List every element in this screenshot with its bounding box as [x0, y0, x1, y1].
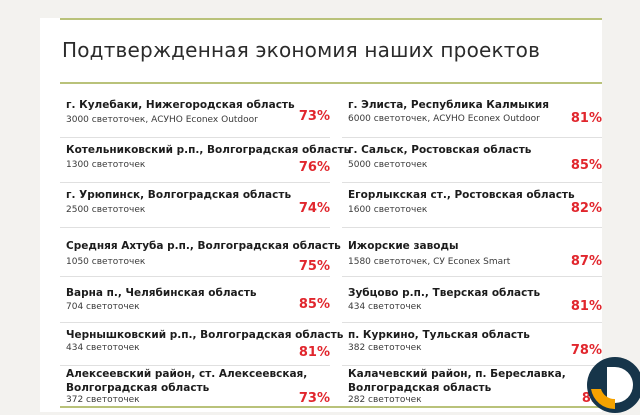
project-details: 382 светоточек [348, 343, 422, 353]
project-location-line-2: Волгоградская область [348, 382, 492, 394]
project-location: г. Кулебаки, Нижегородская область [66, 99, 295, 111]
project-row: Калачевский район, п. Береславка, Волгог… [342, 366, 602, 406]
project-row: Варна п., Челябинская область 704 светот… [60, 277, 330, 323]
project-row: г. Элиста, Республика Калмыкия 6000 свет… [342, 93, 602, 138]
document-page: Подтвержденная экономия наших проектов г… [40, 18, 602, 412]
project-location: г. Элиста, Республика Калмыкия [348, 99, 549, 111]
project-location: Варна п., Челябинская область [66, 287, 257, 299]
project-row: Егорлыкская ст., Ростовская область 1600… [342, 183, 602, 228]
project-location: Ижорские заводы [348, 240, 459, 252]
project-row: Зубцово р.п., Тверская область 434 свето… [342, 277, 602, 323]
savings-percent: 74% [298, 201, 330, 216]
savings-percent: 81% [570, 299, 602, 314]
project-location: Средняя Ахтуба р.п., Волгоградская облас… [66, 240, 341, 252]
project-row: п. Куркино, Тульская область 382 светото… [342, 323, 602, 366]
project-location: п. Куркино, Тульская область [348, 329, 530, 341]
savings-percent: 76% [298, 160, 330, 175]
project-row: Чернышковский р.п., Волгоградская област… [60, 323, 343, 366]
project-row: Алексеевский район, ст. Алексеевская, Во… [60, 366, 330, 406]
company-logo-icon [587, 357, 640, 413]
savings-percent: 73% [298, 109, 330, 124]
project-details: 6000 светоточек, АСУНО Econex Outdoor [348, 114, 540, 124]
project-details: 1050 светоточек [66, 257, 146, 267]
project-location: Котельниковский р.п., Волгоградская обла… [66, 144, 351, 156]
project-details: 1580 светоточек, СУ Econex Smart [348, 257, 511, 267]
page-title: Подтвержденная экономия наших проектов [62, 38, 541, 62]
savings-percent: 78% [570, 343, 602, 358]
project-row: Ижорские заводы 1580 светоточек, СУ Econ… [342, 228, 602, 277]
savings-percent: 81% [298, 345, 330, 360]
savings-percent: 75% [298, 259, 330, 274]
project-details: 434 светоточек [66, 343, 140, 353]
project-location: Зубцово р.п., Тверская область [348, 287, 541, 299]
project-details: 5000 светоточек [348, 160, 428, 170]
project-row: г. Кулебаки, Нижегородская область 3000 … [60, 93, 330, 138]
savings-percent: 85% [298, 297, 330, 312]
project-details: 1600 светоточек [348, 205, 428, 215]
project-row: Котельниковский р.п., Волгоградская обла… [60, 138, 350, 183]
title-rule [60, 82, 602, 84]
savings-percent: 87% [570, 254, 602, 269]
project-location: Егорлыкская ст., Ростовская область [348, 189, 575, 201]
logo-white-shape [607, 367, 633, 403]
logo-orange-arc [591, 389, 615, 410]
project-details: 282 светоточек [348, 395, 422, 405]
project-location-line-2: Волгоградская область [66, 382, 210, 394]
project-details: 3000 светоточек, АСУНО Econex Outdoor [66, 115, 258, 125]
project-details: 2500 светоточек [66, 205, 146, 215]
savings-percent: 85% [570, 158, 602, 173]
project-details: 434 светоточек [348, 302, 422, 312]
project-details: 1300 светоточек [66, 160, 146, 170]
project-location: г. Урюпинск, Волгоградская область [66, 189, 292, 201]
project-location: г. Сальск, Ростовская область [348, 144, 532, 156]
project-location: Алексеевский район, ст. Алексеевская, [66, 368, 308, 380]
savings-percent: 73% [298, 391, 330, 406]
project-details: 704 светоточек [66, 302, 140, 312]
savings-percent: 81% [570, 111, 602, 126]
project-row: г. Урюпинск, Волгоградская область 2500 … [60, 183, 330, 228]
savings-percent: 82% [570, 201, 602, 216]
top-rule [60, 18, 602, 20]
project-details: 372 светоточек [66, 395, 140, 405]
project-location: Калачевский район, п. Береславка, [348, 368, 566, 380]
project-location: Чернышковский р.п., Волгоградская област… [66, 329, 344, 341]
project-row: Средняя Ахтуба р.п., Волгоградская облас… [60, 228, 341, 277]
project-row: г. Сальск, Ростовская область 5000 свето… [342, 138, 602, 183]
bottom-rule [60, 406, 602, 408]
